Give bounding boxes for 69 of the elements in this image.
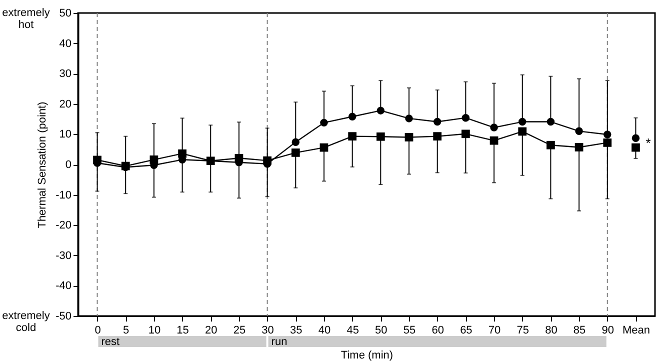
text: rest <box>101 336 120 348</box>
x-tick-label: 90 <box>602 324 614 336</box>
x-tick-label: 20 <box>205 324 218 336</box>
point <box>462 130 470 138</box>
x-tick-label: 45 <box>346 324 359 336</box>
y-axis-title: Thermal Sensation (point) <box>36 102 49 228</box>
y-tick-label: -50 <box>56 310 72 322</box>
point <box>234 154 244 162</box>
x-tick-label: 5 <box>123 324 130 336</box>
x-tick-label: 60 <box>432 324 444 336</box>
y-tick-label: -10 <box>56 189 72 202</box>
text: run <box>271 336 288 348</box>
y-tick-label: 20 <box>59 98 72 110</box>
point <box>490 136 498 145</box>
x-tick-label: 10 <box>148 324 161 336</box>
point <box>263 156 272 165</box>
point <box>292 138 300 146</box>
x-tick-label: 35 <box>290 324 302 336</box>
point <box>178 149 186 158</box>
point <box>320 143 328 152</box>
point <box>518 118 526 126</box>
y-tick-label: 50 <box>59 8 72 20</box>
x-tick-label: 15 <box>176 324 189 336</box>
point <box>348 132 357 141</box>
point <box>150 155 158 164</box>
point <box>462 114 470 122</box>
x-tick-label: 65 <box>460 324 472 336</box>
point <box>574 143 584 152</box>
point <box>93 156 102 164</box>
x-tick-label: 25 <box>233 324 246 336</box>
point <box>604 130 612 138</box>
text: extremely cold <box>2 310 50 334</box>
x-tick-label: 40 <box>318 324 331 336</box>
y-tick-label: -20 <box>56 220 72 232</box>
x-tick-label: 50 <box>375 324 388 336</box>
point <box>348 112 356 120</box>
point <box>404 133 414 142</box>
point <box>546 140 555 150</box>
x-tick-label: 30 <box>262 324 274 336</box>
point <box>320 118 328 127</box>
x-tick-label: 85 <box>573 324 586 336</box>
point <box>376 132 385 141</box>
x-axis-title: Time (min) <box>340 350 394 361</box>
point <box>490 124 498 132</box>
point <box>518 127 527 136</box>
point <box>376 106 385 114</box>
point <box>121 162 130 170</box>
y-tick-label: 40 <box>59 38 72 50</box>
x-tick-label: Mean <box>622 324 650 336</box>
y-tick-label: -30 <box>56 250 72 262</box>
point <box>433 118 442 126</box>
point <box>603 138 612 147</box>
x-tick-label: 0 <box>94 324 101 336</box>
y-tick-label: -40 <box>56 280 72 292</box>
x-tick-label: 55 <box>403 324 416 336</box>
point <box>206 156 215 166</box>
x-tick-label: 75 <box>516 324 529 336</box>
point <box>405 114 413 122</box>
y-tick-label: 10 <box>59 128 72 141</box>
text: extremely hot <box>2 7 50 31</box>
y-tick-label: 0 <box>65 159 72 171</box>
y-tick-label: 30 <box>59 68 72 80</box>
point <box>575 127 583 136</box>
point <box>433 132 442 141</box>
annotation: * <box>646 135 651 150</box>
point <box>546 118 555 126</box>
point <box>291 148 300 157</box>
x-tick-label: 70 <box>488 324 501 336</box>
x-tick-label: 80 <box>545 324 558 336</box>
